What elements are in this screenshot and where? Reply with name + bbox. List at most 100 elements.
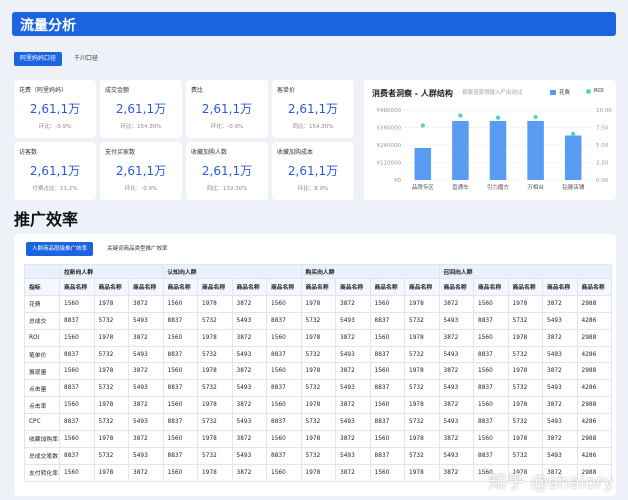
table-cell: 1978 (197, 396, 233, 415)
table-row[interactable]: 展现量 1560 1978 3872 1560 1978 3872 1560 1978 3872 1… (24, 362, 612, 381)
table-cell: 3872 (128, 362, 164, 381)
table-cell: 2988 (576, 430, 612, 448)
table-cell: 1560 (59, 463, 95, 482)
metric-card-fav-cart-cost[interactable]: 收藏加购成本 2,61,1万 环比：8.9% (272, 142, 354, 200)
tab-alimama[interactable]: 阿里妈妈口径 (14, 52, 63, 66)
table-cell: 5493 (542, 413, 578, 432)
table-row[interactable]: 总成交笔数 8837 5732 5493 8837 5732 5493 8837 5732 549… (24, 446, 612, 465)
efficiency-tabs: 人群商品层级推广效率 关键词商品类型推广效率 (26, 242, 174, 256)
table-row[interactable]: 点击量 8837 5732 5493 8837 5732 5493 8837 5732 5493 8… (24, 379, 612, 398)
table-row[interactable]: 收藏加购率 1560 1978 3872 1560 1978 3872 1560 1978 387… (24, 430, 612, 448)
table-cell: 8837 (59, 379, 95, 398)
table-row[interactable]: CPC 8837 5732 5493 8837 5732 5493 8837 5732 5493 8… (24, 413, 612, 432)
table-row[interactable]: 点击率 1560 1978 3872 1560 1978 3872 1560 1978 3872 1… (24, 396, 612, 415)
metric-label: 成交金额 (105, 87, 130, 94)
table-cell: 1978 (197, 294, 233, 313)
table-cell: 5493 (438, 345, 474, 364)
table-cell: 1560 (266, 294, 302, 313)
metric-change: 环比：-0.9% (38, 124, 72, 130)
metric-value: 2,61,1万 (201, 164, 253, 178)
table-cell: 3872 (542, 430, 578, 448)
table-cell: 8837 (162, 311, 198, 330)
table-cell: 3872 (542, 294, 578, 313)
table-cell: 5732 (507, 345, 543, 364)
y-left-tick-label: ¥480000 (377, 108, 402, 114)
table-cell: 3872 (438, 362, 474, 381)
metric-card-fav-cart-users[interactable]: 收藏加购人数 2,61,1万 同比：132.30% (186, 142, 268, 200)
table-cell: 1560 (473, 463, 509, 482)
legend-bar-swatch (550, 89, 556, 95)
tab-qianchuan[interactable]: 千川口径 (74, 55, 99, 62)
metric-card-buyers[interactable]: 支付买家数 2,61,1万 环比：-0.9% (100, 142, 182, 200)
table-row[interactable]: 支付转化率 1560 1978 3872 1560 1978 3872 1560 1978 387… (24, 463, 612, 482)
metric-card-aov[interactable]: 客单价 2,61,1万 同比：154.30% (272, 80, 354, 138)
metric-card-cost-ratio[interactable]: 费比 2,61,1万 环比：-0.9% (186, 80, 268, 138)
table-cell: 1560 (369, 396, 405, 415)
x-tick-label: 品牌专区 (412, 183, 435, 191)
table-cell: 1978 (93, 328, 129, 347)
table-row[interactable]: 花费 1560 1978 3872 1560 1978 3872 1560 1978 3872 15… (24, 294, 612, 313)
tab-audience-efficiency[interactable]: 人群商品层级推广效率 (26, 242, 94, 256)
roi-dot-4 (533, 114, 538, 120)
metric-value: 2,61,1万 (29, 102, 81, 116)
table-cell: 1560 (162, 294, 198, 313)
table-cell: 3872 (542, 362, 578, 381)
table-cell: 3872 (438, 328, 474, 347)
metric-card-spend[interactable]: 花费（阿里妈妈） 2,61,1万 环比：-0.9% (14, 80, 96, 138)
table-cell: 1560 (162, 430, 198, 448)
metric-card-gmv[interactable]: 成交金额 2,61,1万 环比：154.30% (100, 80, 182, 138)
table-cell: 1560 (266, 430, 302, 448)
table-cell: 8837 (162, 379, 198, 398)
row-label: 点击率 (24, 396, 60, 415)
table-cell: 5493 (231, 446, 267, 465)
table-cell: 3872 (335, 396, 371, 415)
x-tick-label: 钻展店铺 (562, 183, 585, 191)
table-cell: 5493 (128, 379, 164, 398)
table-cell: 5493 (231, 311, 267, 330)
legend-roi-label: ROI (594, 88, 604, 94)
legend-spend: 花费 (550, 88, 570, 96)
table-cell: 1978 (404, 362, 440, 381)
table-cell: 8837 (369, 379, 405, 398)
table-cell: 5732 (93, 446, 129, 465)
table-cell: 3872 (231, 463, 267, 482)
y-right-tick-label: 0.00 (596, 178, 609, 184)
table-cell: 5732 (93, 311, 129, 330)
table-row[interactable]: 笔单价 8837 5732 5493 8837 5732 5493 8837 5732 5493 8… (24, 345, 612, 364)
group-header: 拉新向人群 (59, 264, 164, 279)
table-cell: 1560 (369, 362, 405, 381)
table-cell: 8837 (369, 446, 405, 465)
table-cell: 2988 (576, 396, 612, 415)
table-cell: 1978 (300, 362, 336, 381)
metric-card-visitors[interactable]: 访客数 2,61,1万 付费占比：11.2% (14, 142, 96, 200)
page-header: 流量分析 (12, 12, 616, 36)
table-cell: 1560 (473, 396, 509, 415)
table-cell: 3872 (438, 294, 474, 313)
y-right-tick-label: 2.50 (596, 161, 609, 167)
table-cell: 8837 (162, 446, 198, 465)
table-cell: 5493 (231, 345, 267, 364)
table-cell: 2988 (576, 328, 612, 347)
page-title: 流量分析 (20, 18, 76, 34)
table-cell: 1560 (162, 463, 198, 482)
table-row[interactable]: 总成交 8837 5732 5493 8837 5732 5493 8837 5732 5493 8… (24, 311, 612, 330)
bar-1 (414, 147, 432, 180)
table-cell: 5493 (438, 379, 474, 398)
section-title: 推广效率 (14, 210, 79, 229)
table-cell: 8837 (162, 413, 198, 432)
table-cell: 8837 (162, 345, 198, 364)
table-cell: 8837 (369, 345, 405, 364)
efficiency-panel: 人群商品层级推广效率 关键词商品类型推广效率 拉新向人群 认知向人群 购买向人群 召回… (14, 234, 616, 496)
table-row[interactable]: ROI 1560 1978 3872 1560 1978 3872 1560 1978 3872 1… (24, 328, 612, 347)
table-cell: 3872 (335, 294, 371, 313)
table-cell: 4286 (576, 345, 612, 364)
table-cell: 5493 (438, 413, 474, 432)
metric-label: 花费（阿里妈妈） (19, 87, 68, 94)
table-cell: 5493 (335, 311, 371, 330)
tab-keyword-efficiency[interactable]: 关键词商品类型推广效率 (107, 246, 168, 252)
table-cell: 5493 (335, 379, 371, 398)
column-header: 商品名称 (404, 278, 440, 296)
x-tick-label: 直通车 (452, 183, 469, 191)
table-cell: 5732 (300, 379, 336, 398)
caliber-tabs: 阿里妈妈口径 千川口径 (14, 52, 104, 66)
